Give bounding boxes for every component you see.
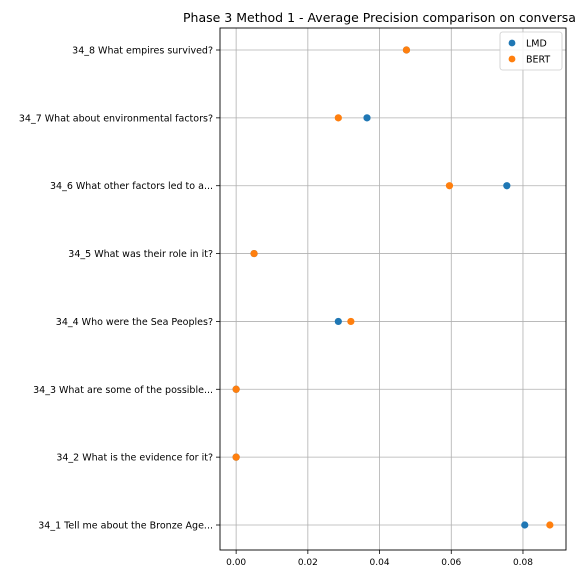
data-point-bert	[546, 521, 554, 529]
chart-title: Phase 3 Method 1 - Average Precision com…	[183, 10, 576, 25]
data-point-bert	[445, 182, 454, 190]
x-tick-label: 0.08	[513, 558, 533, 568]
data-point-bert	[402, 46, 411, 54]
y-category-label: 34_5 What was their role in it?	[68, 249, 213, 260]
x-tick-label: 0.06	[441, 558, 461, 568]
legend-box	[499, 31, 563, 71]
data-point-lmd	[363, 114, 371, 122]
data-point-bert	[250, 249, 258, 258]
y-category-label: 34_7 What about environmental factors?	[19, 113, 213, 124]
data-point-lmd	[334, 317, 342, 326]
legend-marker	[508, 39, 516, 47]
y-category-label: 34_2 What is the evidence for it?	[56, 453, 213, 464]
y-category-label: 34_3 What are some of the possible...	[33, 385, 213, 396]
plot-frame	[219, 27, 567, 551]
data-point-lmd	[503, 182, 511, 190]
data-point-bert	[232, 385, 240, 393]
data-point-bert	[232, 453, 240, 461]
data-point-bert	[347, 317, 355, 326]
legend-label: LMD	[526, 39, 547, 50]
data-point-bert	[334, 114, 342, 122]
x-tick-label: 0.00	[226, 558, 246, 568]
y-category-label: 34_8 What empires survived?	[72, 46, 213, 57]
y-category-label: 34_1 Tell me about the Bronze Age...	[38, 521, 213, 532]
y-category-label: 34_6 What other factors led to a...	[50, 181, 213, 192]
legend-marker	[508, 55, 516, 63]
legend-label: BERT	[526, 55, 550, 66]
y-category-label: 34_4 Who were the Sea Peoples?	[56, 317, 213, 328]
data-point-lmd	[521, 521, 529, 529]
x-tick-label: 0.04	[370, 558, 390, 568]
x-tick-label: 0.02	[298, 558, 318, 568]
